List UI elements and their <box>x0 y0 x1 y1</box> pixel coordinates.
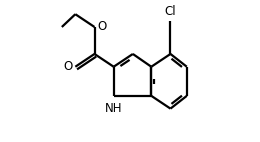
Text: O: O <box>98 20 107 34</box>
Text: Cl: Cl <box>165 5 176 18</box>
Text: NH: NH <box>105 102 122 115</box>
Text: O: O <box>63 60 72 73</box>
